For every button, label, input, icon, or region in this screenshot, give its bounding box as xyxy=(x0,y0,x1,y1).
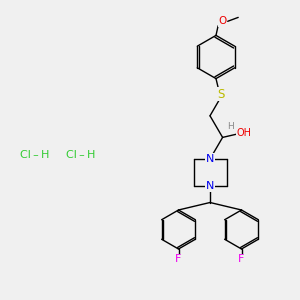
Text: OH: OH xyxy=(237,128,252,138)
Text: Cl – H: Cl – H xyxy=(20,149,49,160)
Text: N: N xyxy=(206,181,214,191)
Text: H: H xyxy=(228,122,234,131)
Text: F: F xyxy=(238,254,245,265)
Text: F: F xyxy=(175,254,182,265)
Text: N: N xyxy=(206,154,214,164)
Text: Cl – H: Cl – H xyxy=(66,149,95,160)
Text: S: S xyxy=(218,88,225,101)
Text: O: O xyxy=(218,16,227,26)
